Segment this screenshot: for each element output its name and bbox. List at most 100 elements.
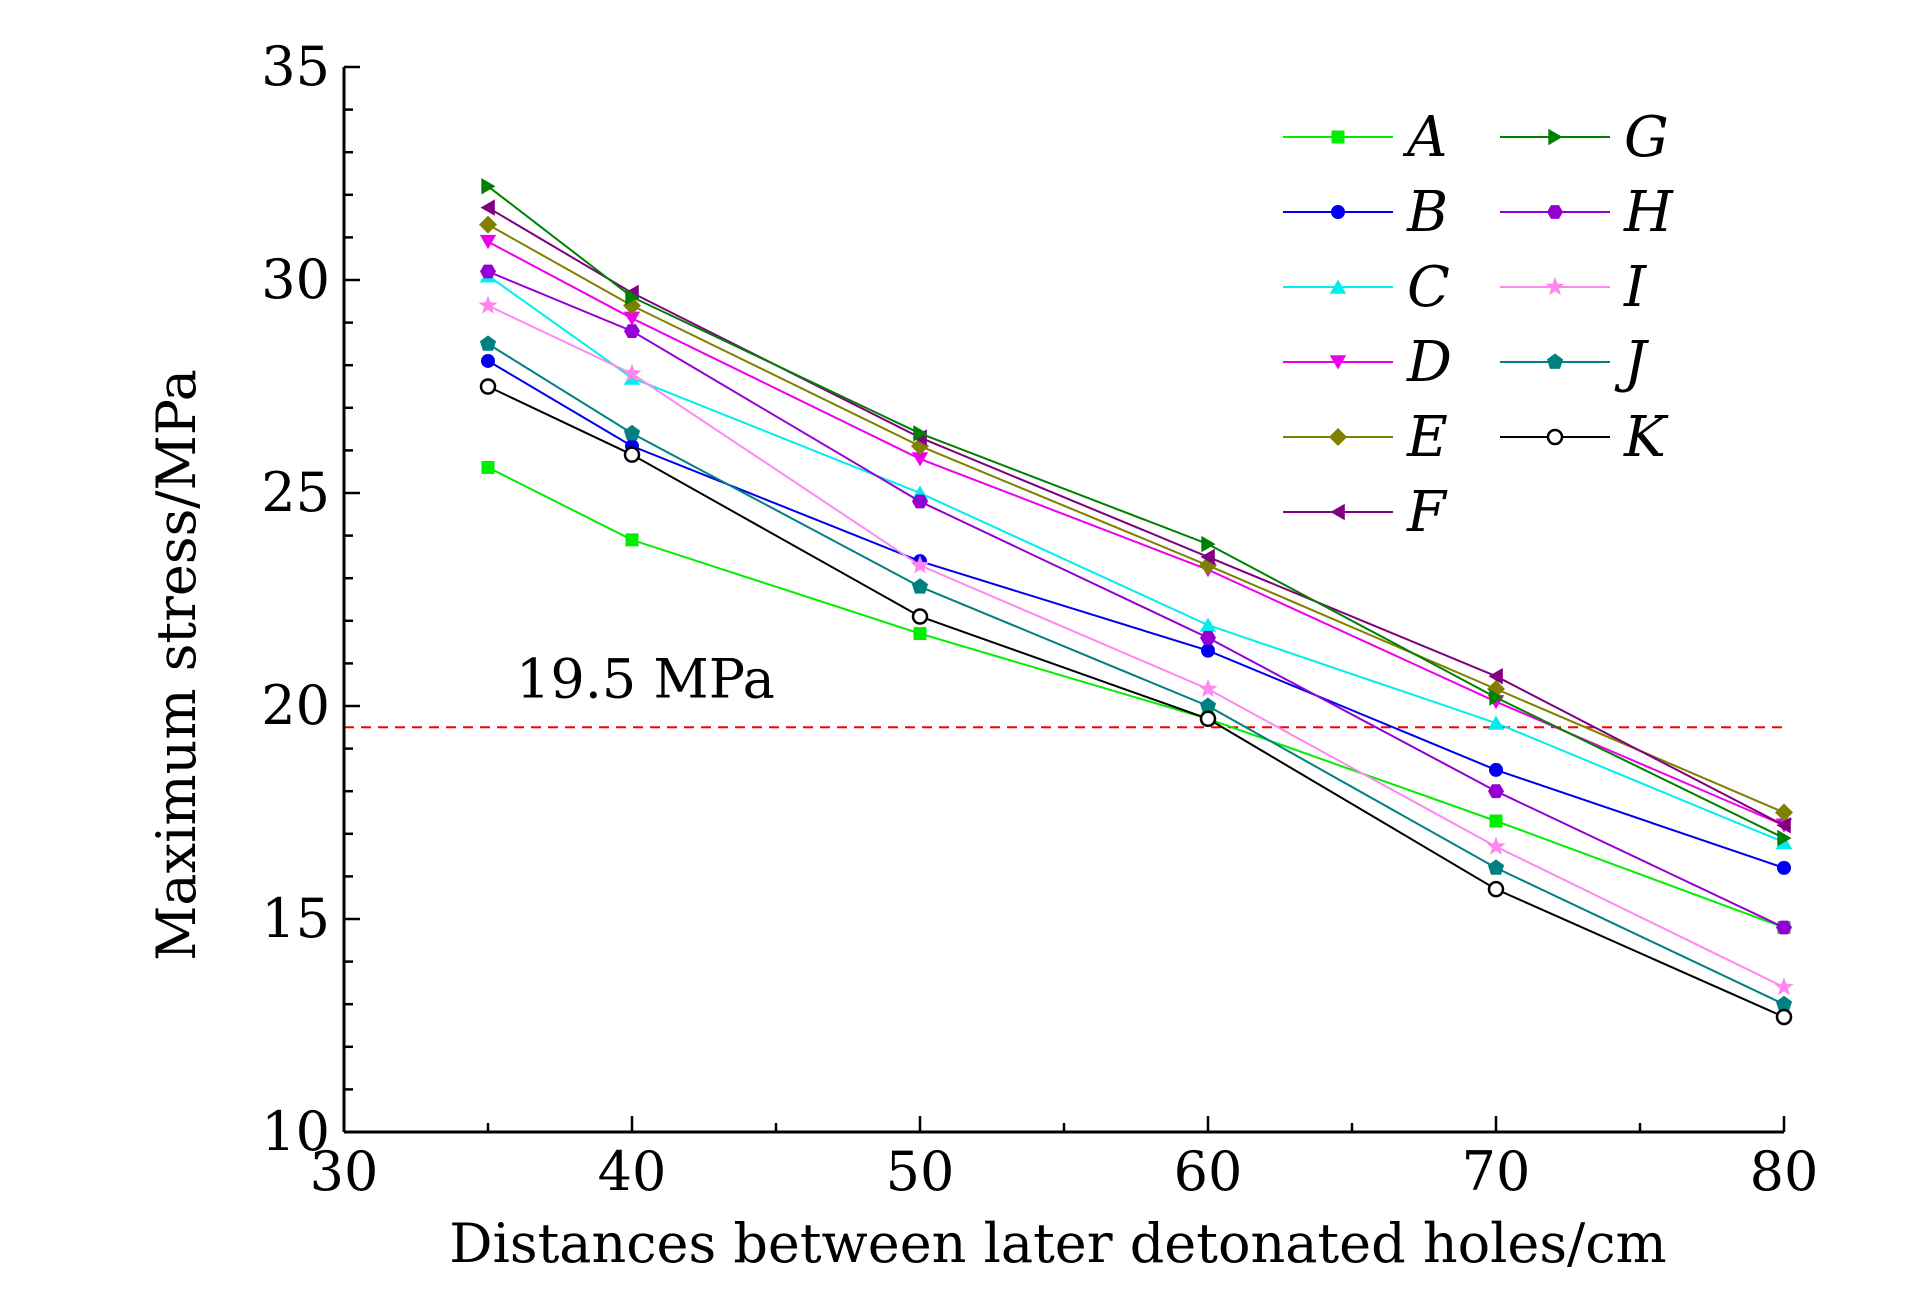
legend-marker — [1329, 428, 1347, 446]
data-point — [625, 533, 639, 547]
series-line — [487, 304, 1785, 989]
data-point — [1488, 784, 1504, 799]
legend-marker — [1548, 128, 1563, 146]
legend-marker — [1547, 205, 1563, 219]
data-point — [480, 264, 496, 279]
legend-marker — [1546, 428, 1564, 446]
data-point — [1777, 829, 1792, 847]
y-tick-label: 20 — [261, 674, 330, 737]
data-point — [1775, 995, 1793, 1012]
x-tick-label: 80 — [1750, 1140, 1819, 1203]
data-point — [478, 295, 498, 314]
data-point — [1487, 715, 1505, 730]
legend-item: I — [1500, 255, 1648, 320]
data-point — [911, 608, 929, 625]
x-tick-label: 60 — [1174, 1140, 1243, 1203]
legend-marker — [1329, 355, 1347, 370]
data-point — [481, 353, 495, 368]
data-point — [1775, 1008, 1793, 1026]
legend-label: I — [1623, 255, 1648, 320]
series-c — [479, 268, 1793, 850]
data-point — [1200, 548, 1215, 566]
data-point — [1774, 977, 1794, 996]
data-point — [479, 378, 497, 395]
data-point — [479, 234, 497, 250]
series-i — [478, 295, 1794, 996]
legend-item: G — [1500, 105, 1669, 170]
series-h — [480, 264, 1792, 935]
legend-item: B — [1283, 180, 1448, 245]
data-point — [1198, 679, 1218, 698]
legend-marker — [1329, 279, 1347, 294]
data-point — [623, 424, 641, 441]
legend-label: K — [1623, 405, 1669, 470]
series-j — [479, 335, 1793, 1012]
data-point — [1489, 814, 1503, 828]
data-point — [913, 425, 928, 442]
data-point — [1201, 535, 1216, 553]
data-point — [1201, 643, 1215, 658]
data-point — [1489, 689, 1504, 706]
data-point — [1488, 668, 1503, 685]
data-point — [624, 324, 640, 338]
data-point — [479, 215, 497, 234]
legend-item: K — [1500, 405, 1669, 470]
data-point — [1199, 617, 1217, 632]
legend-label: H — [1623, 180, 1674, 245]
legend-label: F — [1406, 480, 1448, 545]
legend-marker — [1331, 130, 1345, 144]
data-point — [1775, 803, 1793, 822]
legend-label: G — [1624, 105, 1669, 170]
data-point — [480, 199, 495, 216]
legend-item: J — [1500, 330, 1650, 395]
data-point — [625, 288, 640, 306]
data-point — [912, 494, 928, 509]
series-line — [487, 185, 1785, 839]
legend-marker — [1331, 205, 1345, 219]
legend-item: F — [1283, 480, 1448, 545]
y-tick-label: 35 — [261, 35, 330, 98]
data-point — [623, 311, 641, 326]
series-line — [487, 223, 1785, 814]
legend-marker — [1546, 353, 1564, 369]
series-group — [478, 178, 1794, 1026]
x-tick-label: 40 — [598, 1140, 667, 1203]
legend-label: D — [1406, 330, 1452, 395]
data-point — [1199, 710, 1217, 728]
x-tick-label: 30 — [310, 1140, 379, 1203]
series-b — [481, 353, 1791, 875]
data-point — [911, 452, 929, 467]
data-point — [622, 363, 642, 382]
reference-line-group: 19.5 MPa — [344, 647, 1784, 729]
legend-item: H — [1500, 180, 1674, 245]
data-point — [481, 460, 495, 474]
y-tick-label: 30 — [261, 248, 330, 311]
series-d — [479, 234, 1793, 833]
data-point — [1486, 836, 1506, 855]
series-line — [487, 270, 1785, 929]
series-e — [479, 215, 1793, 822]
data-point — [1487, 880, 1505, 898]
x-axis-label: Distances between later detonated holes/… — [449, 1212, 1666, 1275]
series-line — [487, 466, 1785, 929]
data-point — [913, 627, 927, 641]
data-point — [1487, 859, 1505, 875]
legend-item: E — [1283, 405, 1448, 470]
data-point — [1776, 817, 1791, 834]
x-tick-label: 70 — [1462, 1140, 1531, 1203]
data-point — [481, 178, 496, 195]
legend-label: J — [1614, 330, 1650, 395]
data-point — [1489, 762, 1503, 777]
data-point — [1777, 860, 1791, 875]
legend-item: D — [1283, 330, 1452, 395]
y-axis-label: Maximum stress/MPa — [145, 369, 208, 961]
series-line — [487, 360, 1785, 869]
series-line — [487, 343, 1785, 1006]
data-point — [1200, 630, 1216, 645]
reference-line-label: 19.5 MPa — [516, 647, 775, 710]
y-tick-label: 25 — [261, 461, 330, 524]
series-g — [481, 178, 1792, 847]
data-point — [911, 578, 929, 594]
